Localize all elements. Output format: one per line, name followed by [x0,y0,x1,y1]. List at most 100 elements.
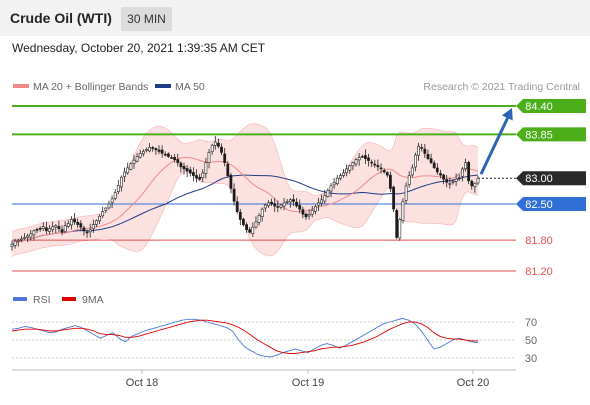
candle-body [254,221,258,228]
candle-body [285,201,289,203]
candle-body [370,161,374,164]
level-tag-82-50 [516,196,586,211]
candle-body [407,175,411,186]
candle-body [85,231,89,234]
candle-body [429,158,433,163]
candle-body [57,226,61,229]
level-tag-83-00 [516,171,586,186]
ma50-legend-label: MA 50 [175,81,205,93]
candle-body [29,233,33,238]
candle-body [195,175,198,179]
candle-body [188,169,192,174]
candle-body [148,147,152,152]
candle-body [123,171,127,177]
candle-body [367,157,370,161]
candle-body [160,149,164,154]
candle-body [238,211,242,220]
x-tick-label-oct-18: Oct 18 [126,377,158,389]
candle-body [348,165,352,171]
ma20-line [11,156,479,245]
candle-body [320,199,324,204]
candle-body [154,148,158,151]
candle-body [295,201,299,207]
copyright-label: Research © 2021 Trading Central [423,81,580,93]
candle-body [476,177,480,184]
candle-body [217,142,220,147]
candle-body [363,155,367,159]
x-tick-label-oct-20: Oct 20 [457,377,489,389]
candle-body [113,192,117,199]
candle-body [323,195,327,202]
candle-body [120,176,123,188]
forecast-arrow-layer [479,108,513,175]
level-label-83-85: 83.85 [525,129,553,141]
header-bar [0,0,590,36]
candle-body [70,219,73,226]
candle-body [220,146,223,153]
candle-body [142,151,145,155]
candle-body [342,172,345,176]
candle-body [51,226,55,231]
candle-body [101,211,105,217]
rsi-legend-label: RSI [33,294,51,306]
candle-body [19,238,23,241]
candle-body [392,186,396,210]
candle-body [307,214,311,217]
candle-body [226,163,230,176]
candle-body [251,226,255,234]
candle-body [423,148,427,154]
candle-body [304,213,308,218]
candle-body [38,228,42,230]
candle-body [260,208,264,218]
candles-layer [10,135,480,251]
candle-body [457,176,461,179]
timeframe-label: 30 MIN [127,12,166,26]
candle-body [179,162,183,168]
timeframe-badge[interactable] [121,7,172,31]
rsi-lines-layer [11,317,479,358]
candle-body [345,168,349,174]
candle-body [439,173,442,176]
candle-body [157,149,161,152]
candle-body [91,224,95,229]
rsi-ma-legend-swatch [62,297,76,301]
candle-body [292,199,295,202]
candle-body [170,157,173,159]
candle-body [129,163,133,170]
candle-body [151,147,155,149]
candle-body [420,147,424,149]
candle-body [310,209,314,215]
candle-body [267,202,270,206]
candle-body [173,157,177,161]
forecast-arrow-head [501,108,513,121]
candle-body [464,162,467,169]
rsi-tick-label-70: 70 [525,317,537,329]
rsi-grid-layer: 70 50 30 [12,317,537,365]
candle-body [95,220,98,225]
candle-body [332,182,336,186]
candle-body [229,174,233,189]
rsi-ma-line [11,319,478,354]
bollinger-legend-swatch [13,84,29,88]
candle-body [382,170,386,173]
candle-body [44,227,48,232]
candle-body [88,229,92,233]
candle-body [54,225,58,228]
candle-body [79,223,83,228]
candle-body [426,154,430,159]
candle-body [357,157,361,161]
candle-body [385,172,389,176]
candle-body [451,181,455,183]
candle-body [279,204,283,208]
candle-body [313,206,317,212]
candle-body [23,237,26,239]
candle-body [98,216,102,222]
level-label-81-80: 81.80 [525,235,553,247]
candle-body [138,153,142,158]
candle-body [248,229,252,233]
candle-body [335,177,339,184]
candle-body [232,188,236,202]
candle-body [132,159,136,164]
